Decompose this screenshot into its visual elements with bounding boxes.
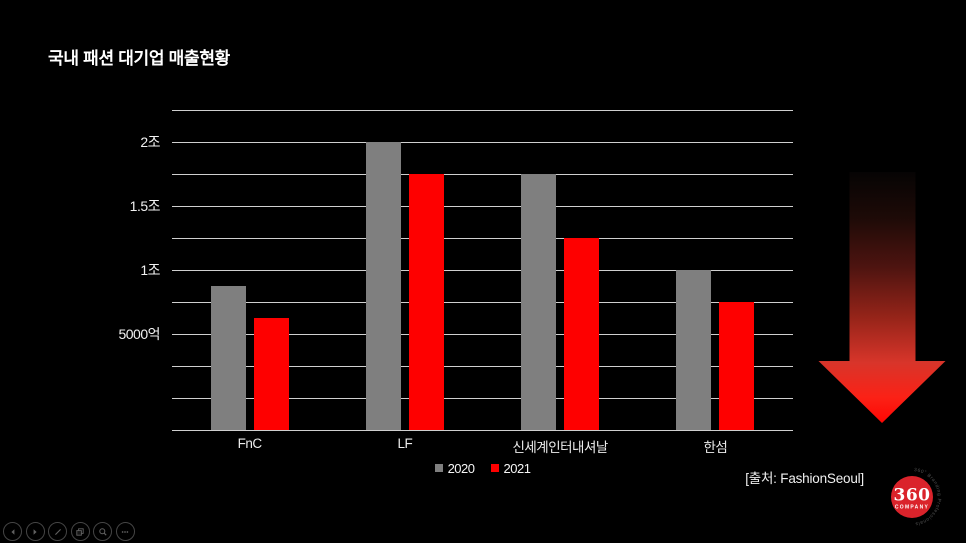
chart-legend: 2020 2021: [172, 460, 793, 476]
logo-number: 360: [894, 486, 931, 506]
gridline: [172, 237, 793, 239]
bar-2021-LF: [408, 174, 444, 430]
legend-label: 2021: [503, 460, 531, 476]
bar-2020-한섬: [676, 270, 712, 430]
bar-groups: [172, 110, 793, 430]
gridline: [172, 269, 793, 271]
arrow-right-icon: [33, 528, 37, 535]
down-arrow-shape: [818, 172, 946, 423]
bar-2021-FnC: [253, 318, 289, 430]
gridline: [172, 301, 793, 303]
arrow-left-icon: [10, 528, 14, 535]
bar-2020-LF: [365, 142, 401, 430]
slides-grid-icon: [76, 527, 84, 536]
magnifier-icon: [98, 527, 107, 536]
see-all-slides-button[interactable]: [70, 522, 90, 541]
zoom-tool-button[interactable]: [93, 522, 112, 541]
x-category-label-LF: LF: [397, 436, 413, 451]
x-category-label-신세계인터내셔날: 신세계인터내셔날: [512, 440, 608, 455]
gridline: [172, 141, 793, 143]
bar-group-한섬: [638, 110, 793, 430]
more-options-button[interactable]: [115, 522, 135, 541]
next-slide-button[interactable]: [25, 522, 45, 541]
x-category-label-한섬: 한섬: [703, 440, 728, 455]
gridline: [172, 109, 793, 111]
gridline: [172, 333, 793, 335]
y-tick-label: 1.5조: [129, 198, 161, 214]
logo-word: COMPANY: [895, 505, 929, 511]
bar-group-LF: [327, 110, 482, 430]
down-trend-arrow: [818, 172, 946, 423]
plot-area: [172, 109, 793, 431]
bar-2020-FnC: [210, 286, 246, 430]
y-axis-tick-labels: 2조 1.5조 1조 5000억: [70, 110, 160, 430]
legend-item-2020: 2020: [434, 460, 475, 476]
y-tick-label: 1조: [140, 262, 160, 278]
gridline: [172, 397, 793, 399]
legend-item-2021: 2021: [490, 460, 531, 476]
source-citation: [출처: FashionSeoul]: [745, 471, 864, 486]
gridline: [172, 365, 793, 367]
bar-2021-한섬: [719, 302, 755, 430]
bar-2020-신세계인터내셔날: [521, 174, 557, 430]
y-tick-label: 5000억: [118, 326, 160, 342]
x-axis-line: [172, 429, 793, 431]
logo-circle: [891, 476, 933, 518]
x-category-label-FnC: FnC: [237, 436, 263, 451]
pen-icon: [54, 528, 61, 535]
gridline: [172, 205, 793, 207]
bar-group-FnC: [172, 110, 327, 430]
previous-slide-button[interactable]: [3, 522, 22, 541]
x-axis-category-labels: FnC LF 신세계인터내셔날 한섬: [172, 436, 793, 456]
legend-label: 2020: [447, 460, 475, 476]
gridline: [172, 173, 793, 175]
legend-swatch-icon: [434, 464, 443, 472]
ellipsis-icon: [121, 530, 129, 533]
pen-tool-button[interactable]: [48, 522, 67, 541]
bar-group-신세계인터내셔날: [483, 110, 638, 430]
bar-2021-신세계인터내셔날: [564, 238, 600, 430]
company-logo: 360˚ Branding Professionals 360 COMPANY: [891, 467, 941, 526]
legend-swatch-icon: [490, 464, 499, 472]
slideshow-toolbar: [3, 522, 135, 541]
slide-title: 국내 패션 대기업 매출현황: [48, 49, 231, 68]
y-tick-label: 2조: [140, 134, 160, 150]
